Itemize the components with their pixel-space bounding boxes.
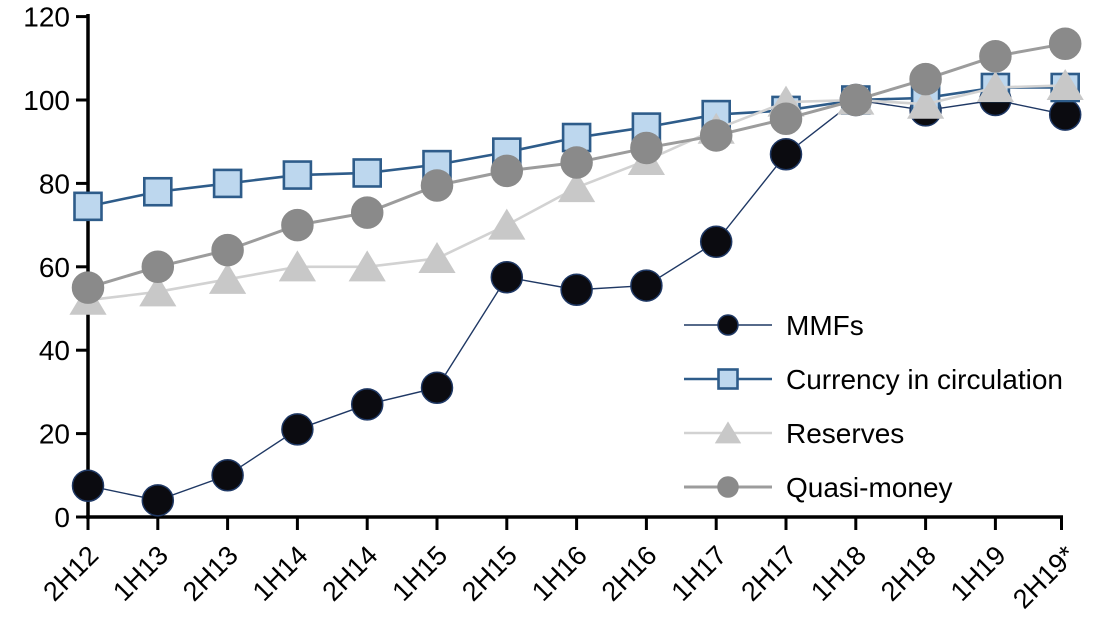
legend-label: Reserves — [786, 418, 904, 449]
data-point-marker — [211, 233, 244, 267]
data-point-marker — [73, 191, 103, 222]
data-point-marker — [71, 469, 105, 502]
data-point-marker — [418, 242, 456, 274]
data-point-marker — [630, 269, 663, 302]
data-point-marker — [630, 131, 663, 165]
data-point-marker — [420, 371, 454, 404]
y-tick-label: 40 — [39, 335, 70, 366]
y-tick-label: 60 — [39, 252, 70, 283]
data-point-marker — [769, 137, 803, 171]
y-tick-label: 120 — [23, 2, 70, 33]
data-point-marker — [352, 158, 383, 188]
data-point-marker — [1046, 68, 1084, 100]
data-point-marker — [141, 250, 175, 284]
y-tick-label: 100 — [23, 85, 70, 116]
data-point-marker — [717, 314, 739, 336]
data-point-marker — [699, 225, 733, 259]
data-point-marker — [699, 119, 733, 152]
y-tick-label: 20 — [39, 419, 70, 450]
data-point-marker — [488, 208, 526, 240]
data-point-marker — [714, 421, 742, 444]
y-tick-label: 80 — [39, 168, 70, 199]
data-point-marker — [560, 273, 593, 306]
data-point-marker — [717, 368, 739, 390]
data-point-marker — [348, 250, 386, 282]
data-point-marker — [558, 171, 596, 203]
data-point-marker — [769, 102, 803, 136]
data-point-marker — [143, 176, 173, 207]
data-point-marker — [212, 168, 243, 199]
data-point-marker — [907, 87, 945, 119]
data-point-marker — [560, 146, 593, 179]
data-point-marker — [420, 169, 454, 202]
data-point-marker — [490, 260, 524, 294]
data-point-marker — [976, 71, 1014, 103]
data-point-marker — [1048, 98, 1082, 131]
data-point-marker — [350, 388, 384, 421]
data-point-marker — [139, 275, 177, 307]
y-tick-label: 0 — [54, 502, 70, 533]
data-point-marker — [209, 262, 247, 294]
data-point-marker — [281, 413, 314, 446]
data-point-marker — [909, 62, 942, 96]
data-point-marker — [281, 208, 314, 242]
data-point-marker — [278, 250, 316, 282]
data-point-marker — [71, 271, 105, 304]
data-point-marker — [839, 83, 873, 117]
data-point-marker — [282, 160, 313, 190]
data-point-marker — [979, 39, 1012, 73]
legend-label: Quasi-money — [786, 472, 953, 503]
data-point-marker — [211, 459, 244, 492]
legend-label: Currency in circulation — [786, 364, 1063, 395]
data-point-marker — [141, 484, 175, 517]
data-point-marker — [717, 476, 739, 498]
legend-label: MMFs — [786, 310, 864, 341]
data-point-marker — [490, 154, 524, 188]
data-point-marker — [350, 196, 384, 229]
data-point-marker — [1048, 27, 1082, 60]
